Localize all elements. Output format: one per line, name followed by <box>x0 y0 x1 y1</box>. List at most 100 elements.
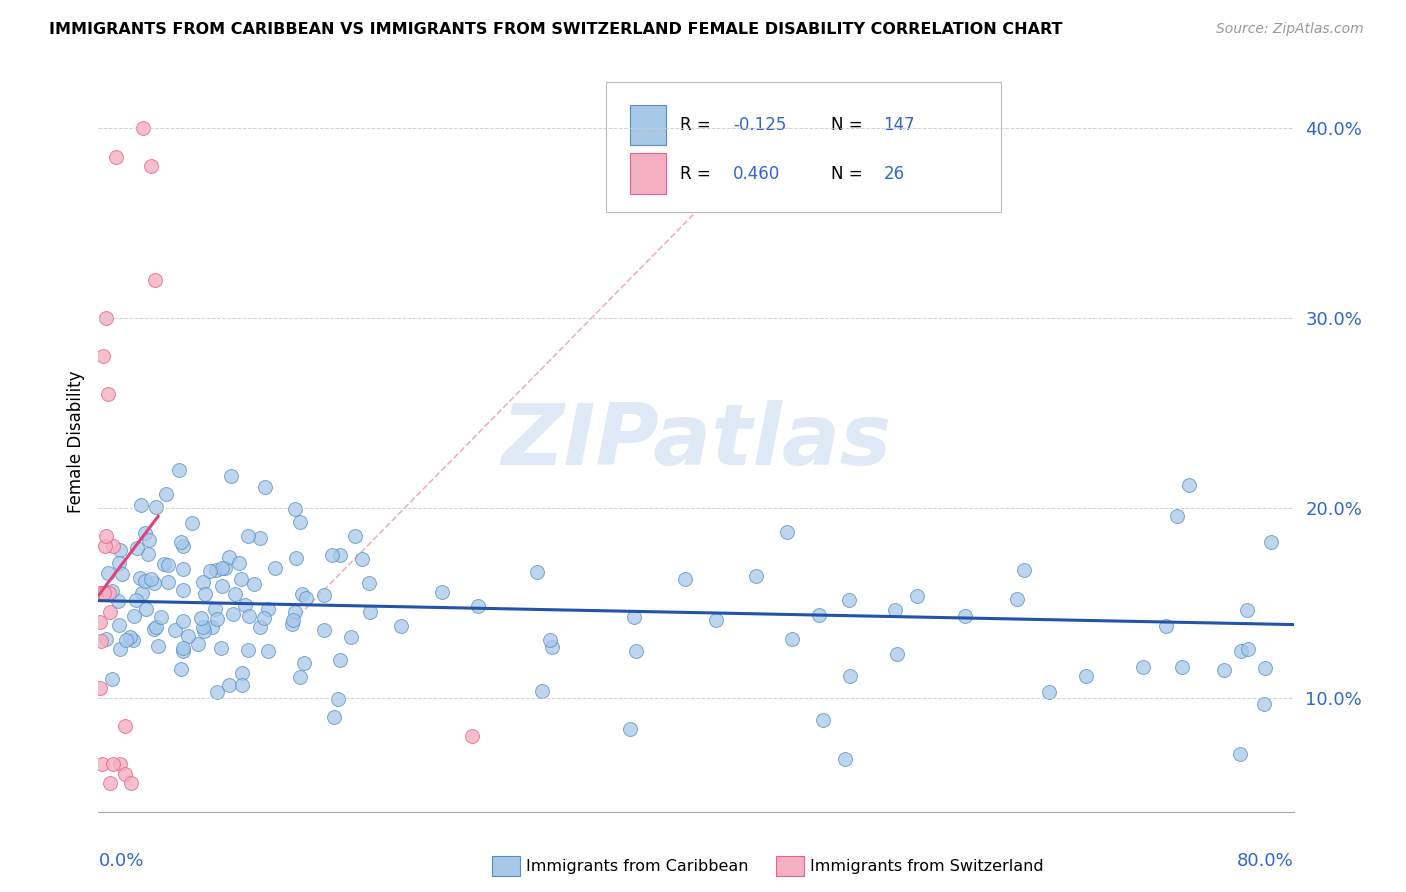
Point <box>125 541 148 555</box>
Point <box>107 593 129 607</box>
Text: -0.125: -0.125 <box>733 117 786 135</box>
Point <box>101 584 124 599</box>
Point <box>145 500 167 515</box>
Y-axis label: Female Disability: Female Disability <box>66 370 84 513</box>
Point <box>108 642 131 657</box>
Point <box>89 615 111 629</box>
Text: R =: R = <box>681 164 717 183</box>
Point <box>744 569 766 583</box>
Point <box>813 713 835 727</box>
Point <box>1132 659 1154 673</box>
Text: 80.0%: 80.0% <box>1237 853 1294 871</box>
Point <box>1074 669 1097 683</box>
Point <box>389 618 412 632</box>
Point <box>131 585 153 599</box>
Point <box>172 640 194 655</box>
Text: 26: 26 <box>883 164 904 183</box>
Point <box>134 525 156 540</box>
FancyBboxPatch shape <box>606 82 1001 212</box>
Point <box>359 605 381 619</box>
Point <box>1229 747 1251 761</box>
Point <box>264 561 287 575</box>
Point <box>238 608 260 623</box>
Point <box>98 586 121 600</box>
Point <box>94 632 117 647</box>
Point <box>1260 535 1282 549</box>
Point <box>322 710 344 724</box>
Point <box>194 586 217 600</box>
Point <box>120 776 142 790</box>
Point <box>149 610 172 624</box>
Point <box>218 549 240 564</box>
Point <box>329 549 352 563</box>
Point <box>143 576 166 591</box>
Point <box>839 669 862 683</box>
Point <box>129 571 152 585</box>
Point <box>905 589 928 603</box>
Point <box>288 515 311 529</box>
Point <box>834 751 856 765</box>
Bar <box>630 153 666 194</box>
Point <box>236 642 259 657</box>
Point <box>114 719 136 733</box>
Point <box>90 633 112 648</box>
Point <box>148 639 170 653</box>
Point <box>776 525 799 540</box>
Point <box>526 565 548 579</box>
Point <box>531 684 554 698</box>
Point <box>249 620 271 634</box>
Point <box>1156 619 1178 633</box>
Point <box>172 562 194 576</box>
Point <box>704 613 727 627</box>
Point <box>1178 478 1201 492</box>
Point <box>89 586 111 600</box>
Point <box>295 591 318 605</box>
Point <box>538 632 561 647</box>
Point <box>218 678 240 692</box>
Point <box>205 563 228 577</box>
Point <box>673 573 696 587</box>
Point <box>1254 661 1277 675</box>
Point <box>98 606 121 620</box>
Point <box>249 531 271 545</box>
Point <box>96 311 118 326</box>
Point <box>1171 660 1194 674</box>
Point <box>288 670 311 684</box>
Point <box>94 539 117 553</box>
Point <box>122 609 145 624</box>
Point <box>1014 563 1036 577</box>
Point <box>242 577 264 591</box>
Text: Immigrants from Caribbean: Immigrants from Caribbean <box>526 859 748 873</box>
Point <box>1253 697 1275 711</box>
Point <box>156 574 179 589</box>
Point <box>96 529 118 543</box>
Point <box>167 463 190 477</box>
Point <box>129 498 152 512</box>
Point <box>231 678 253 692</box>
Text: 147: 147 <box>883 117 915 135</box>
Point <box>91 349 114 363</box>
Point <box>172 643 194 657</box>
Point <box>190 611 212 625</box>
Text: 0.460: 0.460 <box>733 164 780 183</box>
Point <box>619 723 641 737</box>
Point <box>312 588 335 602</box>
Bar <box>630 104 666 145</box>
Point <box>143 623 166 637</box>
Point <box>115 632 138 647</box>
Point <box>256 644 278 658</box>
Point <box>101 539 124 553</box>
Point <box>89 681 111 696</box>
Point <box>98 776 121 790</box>
Point <box>101 672 124 686</box>
Point <box>107 556 129 570</box>
Text: N =: N = <box>831 164 868 183</box>
Point <box>326 692 349 706</box>
Point <box>883 602 905 616</box>
Point <box>222 607 245 622</box>
Point <box>205 685 228 699</box>
Point <box>219 469 242 483</box>
Point <box>231 665 253 680</box>
Point <box>467 599 489 613</box>
Point <box>139 159 162 173</box>
